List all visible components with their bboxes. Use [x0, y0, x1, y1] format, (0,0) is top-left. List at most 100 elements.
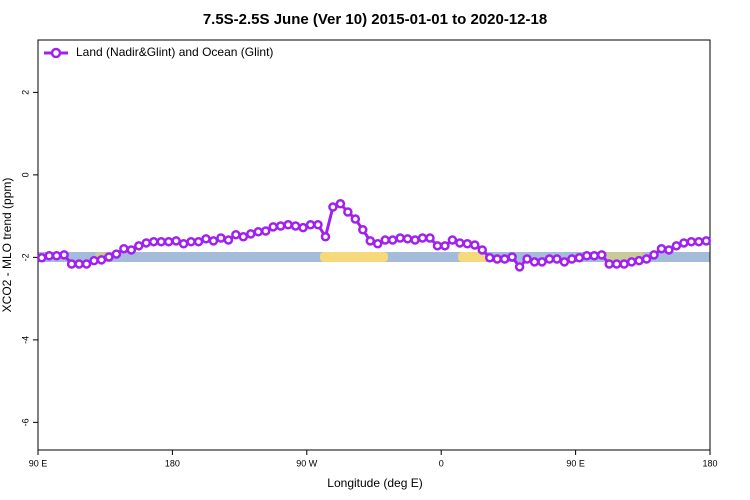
data-point [51, 250, 62, 261]
data-point [649, 250, 659, 260]
data-point [134, 241, 144, 251]
data-point [402, 234, 413, 244]
data-point [96, 255, 107, 265]
data-point [141, 238, 152, 248]
data-point [156, 236, 166, 247]
legend-marker [50, 47, 62, 59]
data-point [514, 262, 525, 272]
data-point [59, 250, 69, 260]
data-point [582, 250, 592, 261]
data-point [253, 227, 264, 237]
data-point [455, 238, 465, 248]
data-point [499, 254, 510, 264]
data-point [574, 253, 585, 263]
data-point [111, 249, 122, 259]
data-point [372, 239, 383, 249]
x-tick-label: 90 W [296, 458, 318, 468]
data-point [567, 254, 577, 264]
data-point [283, 220, 293, 230]
data-point [604, 259, 614, 269]
data-point [701, 236, 712, 246]
x-tick-label: 180 [165, 458, 180, 468]
chart-title: 7.5S-2.5S June (Ver 10) 2015-01-01 to 20… [203, 11, 547, 28]
data-point [171, 236, 181, 246]
data-point [544, 254, 555, 264]
data-point [186, 236, 196, 247]
y-tick-label: 2 [20, 90, 30, 95]
data-point [522, 254, 532, 264]
land-band [320, 252, 388, 262]
data-point [148, 236, 159, 247]
data-point [343, 207, 353, 217]
data-point [589, 250, 600, 261]
data-point [477, 245, 488, 255]
data-point [634, 255, 644, 266]
data-point [275, 221, 286, 231]
x-tick-label: 0 [439, 458, 444, 468]
data-point [656, 243, 667, 254]
data-point [664, 245, 674, 255]
data-point [694, 236, 704, 247]
data-point [44, 250, 54, 261]
data-point [619, 259, 629, 269]
data-point [305, 220, 316, 230]
data-point [320, 232, 331, 242]
y-tick-label: -4 [20, 336, 30, 344]
data-point [447, 235, 458, 245]
data-point [223, 235, 234, 245]
data-point [313, 220, 323, 230]
data-point [671, 241, 682, 251]
data-point [358, 224, 368, 235]
y-axis-label: XCO2 - MLO trend (ppm) [0, 178, 14, 313]
data-point [470, 240, 480, 250]
data-point [462, 239, 473, 249]
plot-frame [37, 39, 711, 451]
data-point [238, 232, 249, 242]
data-point [626, 257, 637, 267]
data-point [417, 233, 428, 243]
data-point [126, 245, 137, 255]
data-point [246, 229, 256, 239]
data-point [380, 235, 390, 245]
data-point [537, 257, 547, 267]
data-point [201, 234, 211, 244]
data-point [268, 222, 278, 232]
data-point [395, 233, 405, 243]
data-point [529, 257, 540, 267]
data-point [641, 254, 652, 264]
data-point [365, 236, 376, 246]
data-point [440, 241, 450, 251]
data-point [611, 259, 622, 269]
data-point [193, 236, 204, 247]
data-point [81, 259, 92, 269]
data-point [686, 236, 697, 247]
data-point [335, 199, 346, 209]
data-point [216, 233, 226, 243]
y-tick-label: -2 [20, 253, 30, 261]
land-band [458, 252, 488, 262]
data-point [559, 257, 570, 267]
data-point [290, 221, 301, 231]
data-point [679, 238, 689, 248]
data-point [89, 255, 99, 266]
data-point [74, 259, 84, 269]
data-point [432, 241, 443, 251]
legend-label: Land (Nadir&Glint) and Ocean (Glint) [76, 45, 273, 59]
data-point [208, 236, 219, 246]
data-point [119, 243, 129, 254]
data-point [410, 235, 420, 245]
data-point [387, 235, 398, 245]
x-tick-label: 90 E [29, 458, 48, 468]
y-tick-label: -6 [20, 418, 30, 426]
data-point [484, 253, 495, 263]
data-point [596, 250, 607, 260]
data-point [66, 259, 77, 269]
data-point [36, 253, 47, 263]
data-point [260, 226, 271, 236]
x-tick-label: 180 [702, 458, 717, 468]
data-point [231, 229, 241, 240]
data-point [178, 239, 189, 249]
data-point [492, 254, 502, 264]
y-tick-label: 0 [20, 172, 30, 177]
